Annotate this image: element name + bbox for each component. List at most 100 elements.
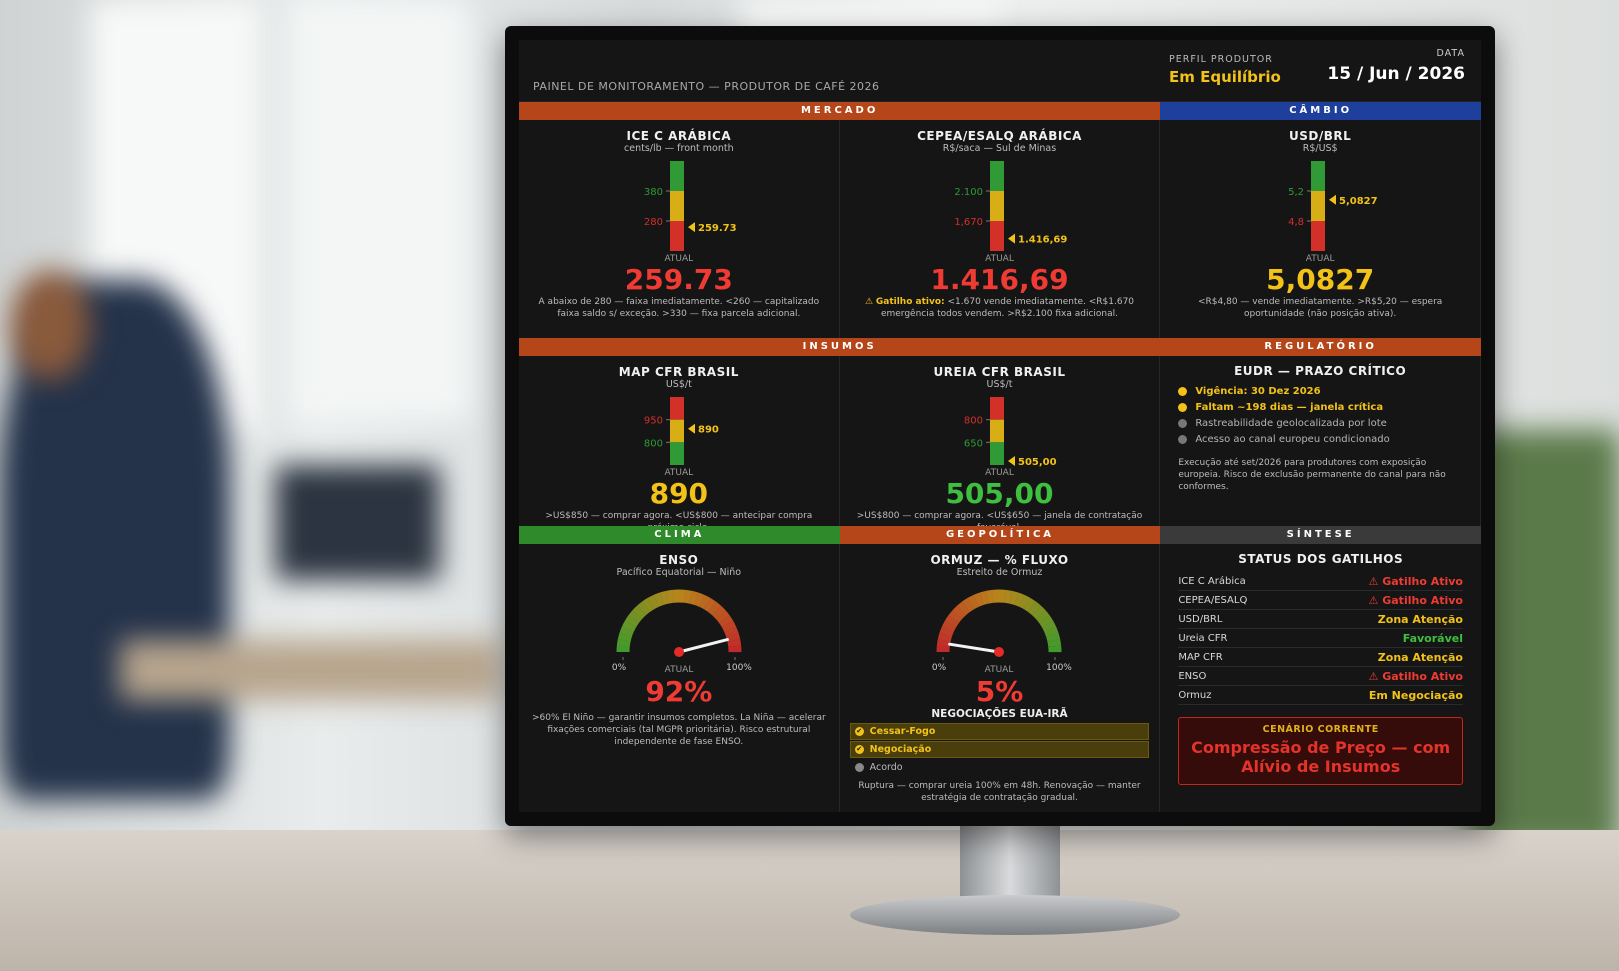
check-icon: ✔ bbox=[854, 745, 864, 754]
window bbox=[290, 0, 470, 420]
indicator-unit: R$/US$ bbox=[1302, 143, 1338, 154]
gauge-needle bbox=[948, 642, 1001, 654]
thermometer-segment bbox=[669, 221, 684, 251]
gauge-arc bbox=[703, 597, 716, 613]
note-text: >US$850 — comprar agora. <US$800 — antec… bbox=[545, 511, 813, 526]
indicator-title: CEPEA/ESALQ ARÁBICA bbox=[917, 129, 1082, 143]
regulatory-item: Vigência: 30 Dez 2026 bbox=[1178, 386, 1462, 397]
gauge-arc bbox=[665, 589, 674, 604]
gauge-arc bbox=[1047, 639, 1062, 648]
status-dot bbox=[1178, 419, 1188, 428]
current-label: ATUAL bbox=[985, 254, 1014, 264]
indicator-unit: US$/t bbox=[665, 379, 692, 390]
regulatory-note: Execução até set/2026 para produtores co… bbox=[1178, 458, 1446, 493]
gauge-arc bbox=[1046, 632, 1061, 642]
gauge-arc bbox=[689, 590, 699, 605]
status-name: USD/BRL bbox=[1178, 613, 1223, 625]
indicator-title: ICE C ARÁBICA bbox=[626, 129, 732, 143]
item-text: Acesso ao canal europeu condicionado bbox=[1195, 434, 1390, 445]
indicator-note: >US$850 — comprar agora. <US$800 — antec… bbox=[529, 510, 829, 526]
status-name: MAP CFR bbox=[1178, 651, 1223, 663]
current-label: ATUAL bbox=[664, 665, 693, 675]
gauge-arc bbox=[711, 605, 726, 620]
indicator-title: MAP CFR BRASIL bbox=[618, 365, 739, 379]
negotiation-step: Acordo bbox=[850, 759, 1150, 776]
gauge-arc bbox=[968, 594, 980, 610]
current-value: 259.73 bbox=[624, 263, 733, 296]
threshold-label: 380 bbox=[644, 187, 663, 198]
profile-value: Em Equilíbrio bbox=[1169, 68, 1281, 86]
status-text: Zona Atenção bbox=[1377, 612, 1463, 626]
scenario-box: CENÁRIO CORRENTE Compressão de Preço — co… bbox=[1178, 717, 1463, 786]
indicator-cell: UREIA CFR BRASIL US$/t 800 650 505,00 ATUAL 50… bbox=[840, 356, 1161, 526]
status-name: Ormuz bbox=[1178, 689, 1212, 701]
indicator-note: A abaixo de 280 — faixa imediatamente. <… bbox=[529, 296, 829, 320]
gauge-subtitle: Estreito de Ormuz bbox=[956, 567, 1043, 578]
scenario-label: CENÁRIO CORRENTE bbox=[1262, 724, 1379, 735]
step-text: Cessar-Fogo bbox=[869, 726, 936, 737]
gauge-note: Ruptura — comprar ureia 100% em 48h. Ren… bbox=[858, 781, 1141, 804]
section-bar: REGULATÓRIO bbox=[1160, 338, 1481, 356]
regulatory-item: Faltam ~198 dias — janela crítica bbox=[1178, 402, 1462, 413]
pointer-label: 505,00 bbox=[1018, 457, 1057, 468]
gauge-arc bbox=[707, 601, 721, 616]
gauge-arc bbox=[718, 615, 734, 628]
current-pointer bbox=[1329, 194, 1337, 205]
thermometer: 800 650 505,00 bbox=[964, 397, 1057, 468]
gauge-arc bbox=[727, 639, 741, 648]
note-text: A abaixo de 280 — faixa imediatamente. <… bbox=[538, 297, 820, 320]
person-head bbox=[10, 270, 90, 380]
thermometer-segment bbox=[669, 397, 684, 420]
gauge-arc bbox=[1028, 601, 1042, 616]
gauge-arc bbox=[642, 597, 655, 613]
note-text: <R$4,80 — vende imediatamente. >R$5,20 —… bbox=[1198, 297, 1443, 320]
gauge-arc bbox=[715, 610, 730, 624]
regulatory-cell: EUDR — PRAZO CRÍTICO Vigência: 30 Dez 202… bbox=[1160, 356, 1481, 526]
status-value: Zona Atenção bbox=[1378, 651, 1463, 664]
status-dot bbox=[1178, 435, 1188, 444]
status-name: ICE C Arábica bbox=[1178, 575, 1246, 587]
threshold-label: 5,2 bbox=[1288, 187, 1304, 198]
pending-dot bbox=[854, 763, 864, 772]
synthesis-cell: STATUS DOS GATILHOS ICE C Arábica ⚠ Gatilh… bbox=[1160, 544, 1481, 812]
date-label: DATA bbox=[1436, 48, 1465, 59]
indicator-unit: R$/saca — Sul de Minas bbox=[942, 143, 1057, 154]
thermometer: 5,2 4,8 5,0827 bbox=[1288, 161, 1378, 251]
threshold-label: 1,670 bbox=[955, 217, 984, 228]
status-row: Ormuz Em Negociação bbox=[1178, 686, 1463, 705]
gauge-arc bbox=[619, 626, 634, 637]
current-label: ATUAL bbox=[985, 665, 1014, 675]
pointer-label: 890 bbox=[698, 425, 719, 436]
gauge-arc bbox=[725, 632, 740, 642]
indicator-unit: US$/t bbox=[986, 379, 1013, 390]
desk bbox=[0, 830, 1619, 971]
negotiation-step: ✔ Negociação bbox=[849, 741, 1150, 758]
date-value: 15 / Jun / 2026 bbox=[1327, 64, 1465, 84]
item-text: Rastreabilidade geolocalizada por lote bbox=[1195, 418, 1387, 429]
status-name: CEPEA/ESALQ bbox=[1178, 594, 1248, 606]
dashboard-title: PAINEL DE MONITORAMENTO — PRODUTOR DE CA… bbox=[533, 80, 880, 93]
current-pointer bbox=[1008, 456, 1016, 466]
gauge-tick-label: 100% bbox=[1047, 663, 1073, 673]
thermometer-segment bbox=[669, 161, 684, 191]
thermometer-segment bbox=[990, 419, 1005, 443]
threshold-label: 2.100 bbox=[955, 187, 984, 198]
negotiation-step: ✔ Cessar-Fogo bbox=[849, 723, 1150, 740]
indicator-cell: ICE C ARÁBICA cents/lb — front month 380 28… bbox=[519, 120, 840, 338]
section-bar: INSUMOS bbox=[519, 338, 1161, 356]
gauge-arc bbox=[948, 610, 963, 623]
gauge-arc bbox=[953, 605, 967, 619]
thermometer-segment bbox=[990, 191, 1005, 221]
background-monitor bbox=[275, 465, 440, 580]
status-dot bbox=[1178, 387, 1188, 396]
regulatory-title: EUDR — PRAZO CRÍTICO bbox=[1234, 364, 1407, 378]
status-row: CEPEA/ESALQ ⚠ Gatilho Ativo bbox=[1178, 591, 1463, 610]
step-text: Negociação bbox=[869, 744, 932, 755]
negotiation-title: NEGOCIAÇÕES EUA-IRÃ bbox=[931, 708, 1068, 720]
thermometer-segment bbox=[669, 191, 684, 221]
threshold-label: 800 bbox=[964, 416, 983, 427]
thermometer-segment bbox=[669, 442, 684, 465]
status-value: ⚠ Gatilho Ativo bbox=[1369, 575, 1463, 588]
pointer-label: 259.73 bbox=[698, 223, 737, 234]
